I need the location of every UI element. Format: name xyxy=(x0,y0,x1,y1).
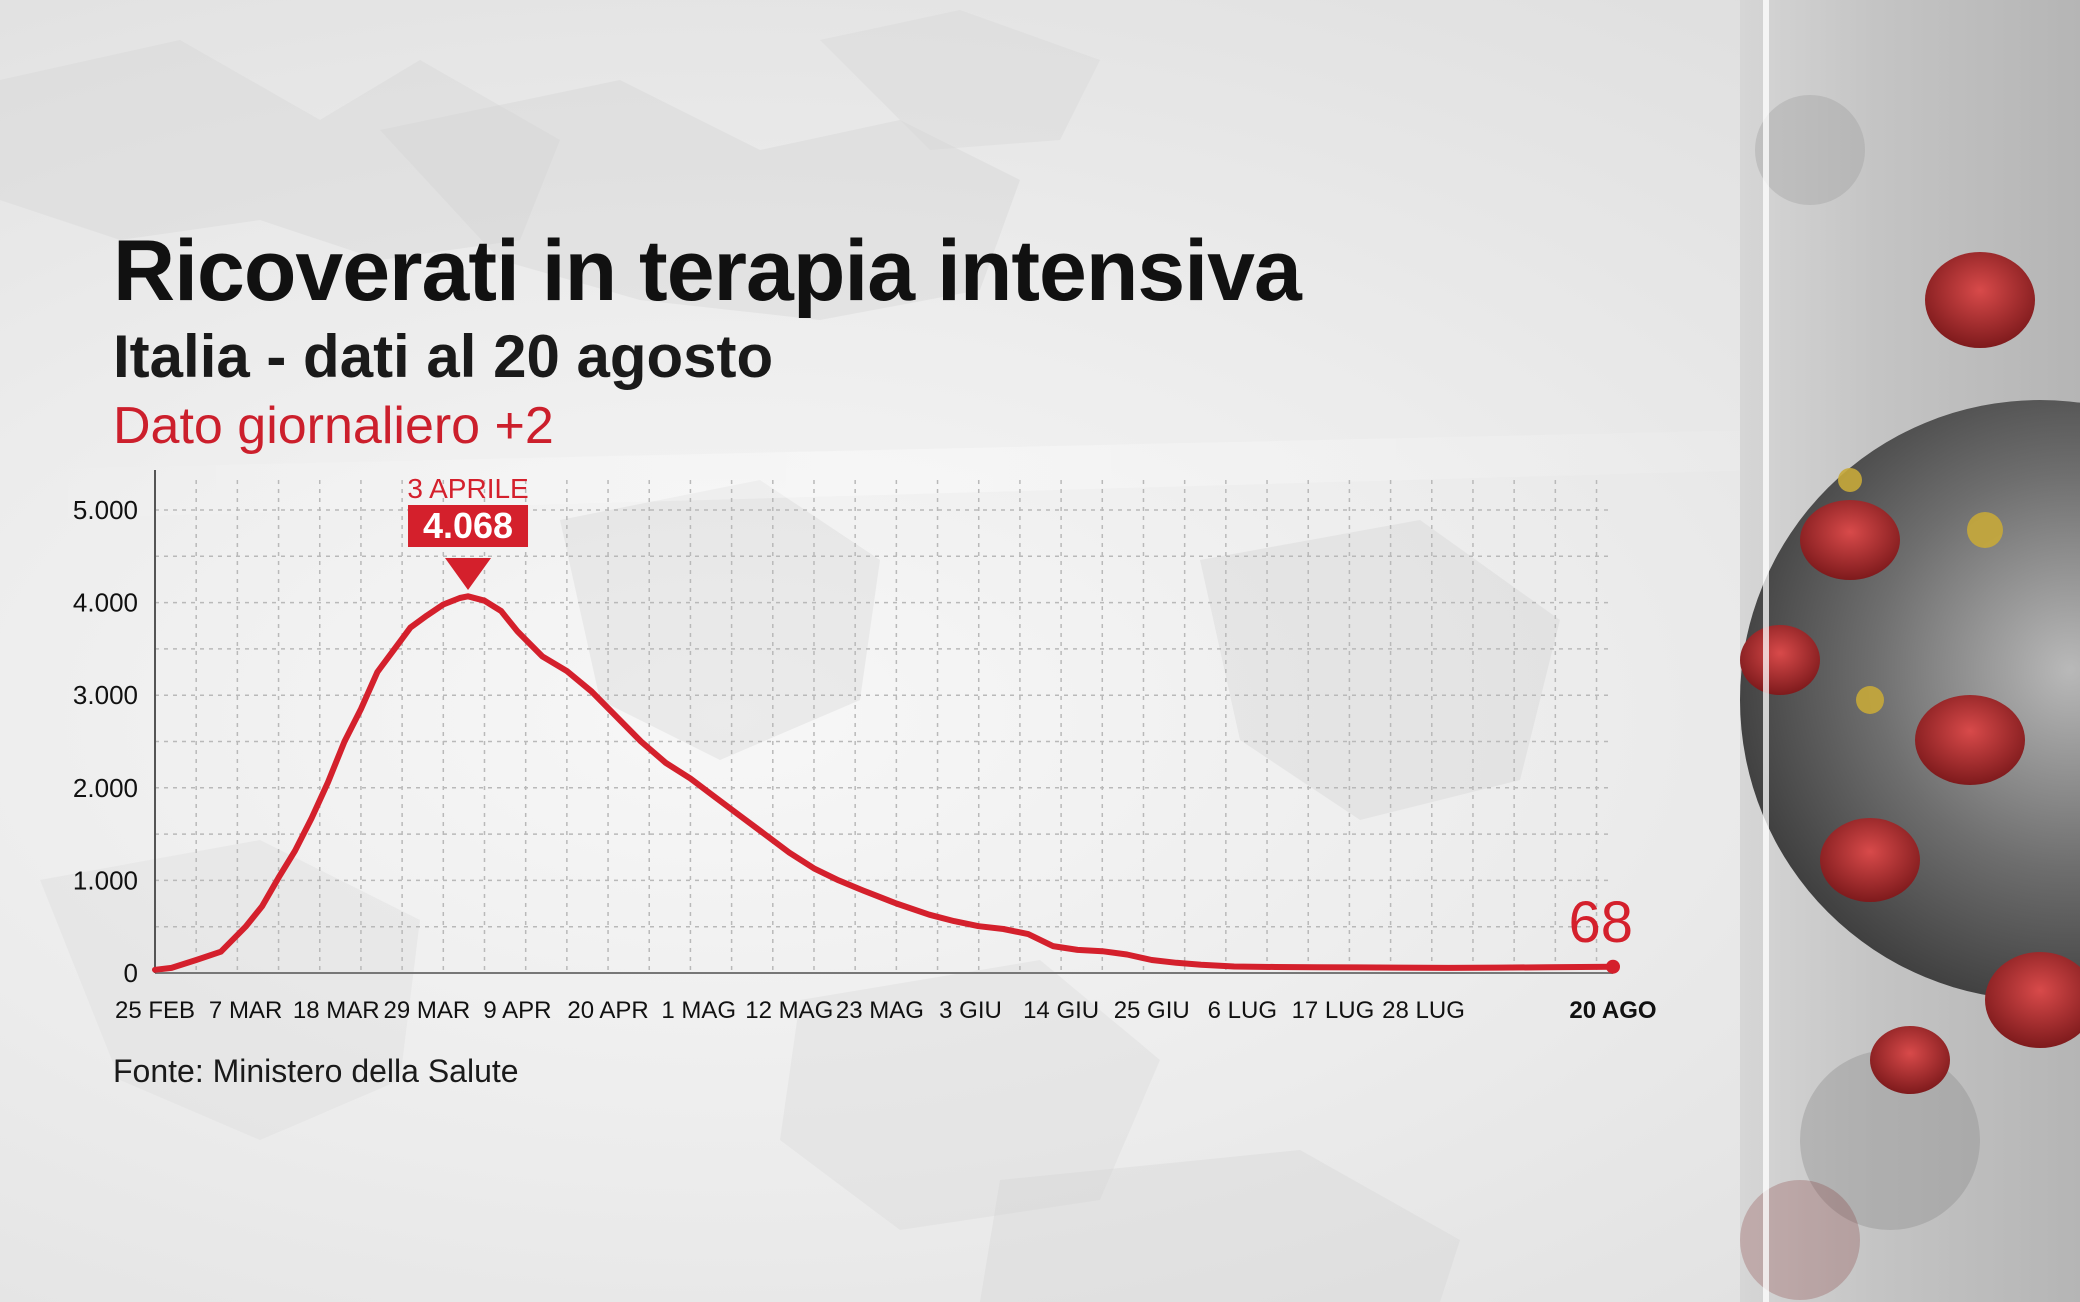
y-tick-label: 2.000 xyxy=(73,773,138,803)
x-tick-label: 25 FEB xyxy=(115,997,195,1024)
x-tick-label: 28 LUG xyxy=(1382,997,1465,1024)
grid-horizontal xyxy=(155,509,1613,974)
y-tick-label: 0 xyxy=(124,958,138,988)
daily-change: Dato giornaliero +2 xyxy=(113,397,554,455)
source-note: Fonte: Ministero della Salute xyxy=(113,1053,519,1089)
y-tick-label: 3.000 xyxy=(73,680,138,710)
peak-marker-arrow xyxy=(445,558,492,590)
peak-value-label: 4.068 xyxy=(423,505,513,546)
x-tick-label: 12 MAG xyxy=(745,997,833,1024)
x-tick-label: 17 LUG xyxy=(1292,997,1375,1024)
x-tick-label: 3 GIU xyxy=(939,997,1002,1024)
x-tick-label: 23 MAG xyxy=(836,997,924,1024)
x-tick-label: 25 GIU xyxy=(1114,997,1190,1024)
last-point-dot xyxy=(1606,959,1620,974)
chart-title: Ricoverati in terapia intensiva xyxy=(113,223,1302,319)
x-tick-label: 18 MAR xyxy=(293,997,380,1024)
virus-illustration xyxy=(1740,95,2080,1300)
peak-value-box xyxy=(408,505,529,547)
grid-vertical xyxy=(195,480,1598,973)
y-tick-label: 5.000 xyxy=(73,495,138,525)
x-tick-label: 29 MAR xyxy=(383,997,470,1024)
chart-subtitle: Italia - dati al 20 agosto xyxy=(113,323,774,390)
x-tick-label: 20 AGO xyxy=(1569,997,1656,1024)
x-tick-label: 7 MAR xyxy=(209,997,282,1024)
x-tick-label: 1 MAG xyxy=(661,997,736,1024)
series-line xyxy=(152,593,1616,973)
last-value-label: 68 xyxy=(1568,890,1633,955)
world-map-background xyxy=(0,10,1760,1302)
x-tick-labels: 25 FEB 7 MAR 18 MAR 29 MAR 9 APR 20 APR 1 MAG 1… xyxy=(115,997,1657,1024)
x-tick-label: 9 APR xyxy=(483,997,551,1024)
virus-illustration-panel xyxy=(1740,0,2080,1302)
x-tick-label: 14 GIU xyxy=(1023,997,1099,1024)
y-tick-label: 1.000 xyxy=(73,865,138,895)
x-tick-label: 6 LUG xyxy=(1208,997,1277,1024)
y-tick-label: 4.000 xyxy=(73,588,138,618)
peak-date-label: 3 APRILE xyxy=(407,473,528,504)
x-tick-label: 20 APR xyxy=(567,997,648,1024)
y-tick-labels: 0 1.000 2.000 3.000 4.000 5.000 xyxy=(73,495,138,988)
panel-divider xyxy=(1763,0,1769,1302)
